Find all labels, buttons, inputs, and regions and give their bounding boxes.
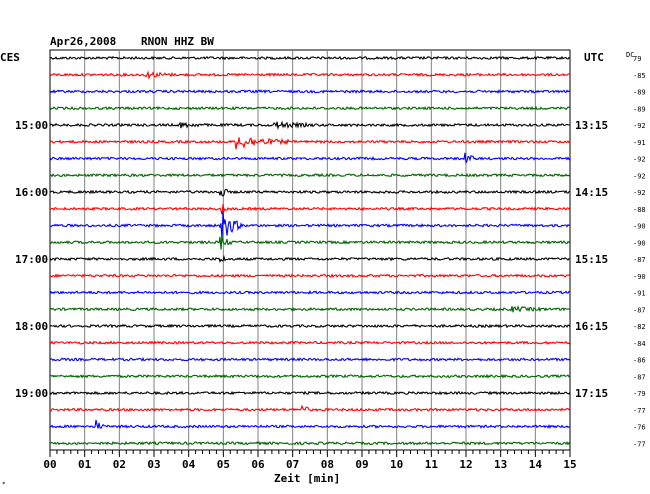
dc-offset-value: -92 <box>633 172 646 180</box>
corner-mark: * <box>2 481 6 488</box>
trace-row-3 <box>49 105 571 111</box>
trace-row-20 <box>49 390 571 396</box>
dc-offset-value: -82 <box>633 323 646 331</box>
dc-offset-value: -91 <box>633 290 646 298</box>
x-tick-label: 07 <box>286 458 299 471</box>
right-hour-label: 14:15 <box>575 186 608 199</box>
trace-lines <box>49 55 571 446</box>
x-tick-label: 10 <box>390 458 403 471</box>
dc-offset-value: 79 <box>633 55 641 63</box>
minute-grid <box>84 50 536 450</box>
x-axis: 00 01 02 03 04 05 06 07 08 09 10 11 12 13 14 15 <box>43 450 577 471</box>
trace-row-21 <box>49 404 571 413</box>
dc-offset-value: -85 <box>633 72 646 80</box>
trace-row-12 <box>49 254 571 263</box>
trace-row-5 <box>49 137 571 150</box>
left-hour-label: 19:00 <box>15 387 48 400</box>
trace-row-7 <box>49 173 571 178</box>
trace-row-6 <box>49 152 571 165</box>
dc-offset-value: -90 <box>633 223 646 231</box>
trace-row-19 <box>49 373 571 379</box>
x-tick-label: 06 <box>251 458 265 471</box>
trace-row-11 <box>49 236 571 250</box>
trace-row-22 <box>49 419 571 430</box>
x-tick-label: 01 <box>78 458 92 471</box>
dc-offset-value: -87 <box>633 256 646 264</box>
dc-offset-value: -90 <box>633 239 646 247</box>
dc-offset-value: -89 <box>633 89 646 97</box>
x-tick-label: 12 <box>459 458 472 471</box>
dc-offset-value: -77 <box>633 440 646 448</box>
dc-offset-value: -92 <box>633 156 646 164</box>
trace-row-15 <box>49 304 571 313</box>
station-label: RNON HHZ BW <box>141 35 214 48</box>
trace-row-2 <box>49 89 571 94</box>
dc-offset-value: -87 <box>633 373 646 381</box>
trace-row-0 <box>49 55 571 61</box>
x-axis-label: Zeit [min] <box>274 472 340 485</box>
left-hour-label: 17:00 <box>15 253 48 266</box>
dc-offset-value: -79 <box>633 390 646 398</box>
right-hour-label: 17:15 <box>575 387 608 400</box>
x-tick-label: 11 <box>425 458 439 471</box>
trace-row-14 <box>49 289 571 295</box>
trace-row-1 <box>49 70 570 81</box>
dc-offset-value: -88 <box>633 206 646 214</box>
left-timezone-label: CES <box>0 51 20 64</box>
dc-offset-value: -89 <box>633 105 646 113</box>
x-tick-label: 00 <box>43 458 56 471</box>
plot-frame <box>49 49 571 451</box>
trace-row-16 <box>49 323 571 329</box>
right-timezone-label: UTC <box>584 51 604 64</box>
dc-offset-value: -91 <box>633 139 646 147</box>
x-tick-label: 02 <box>113 458 126 471</box>
dc-offset-value: -86 <box>633 357 646 365</box>
trace-row-10 <box>49 211 570 241</box>
dc-offset-value: -92 <box>633 189 646 197</box>
x-tick-label: 05 <box>217 458 230 471</box>
x-tick-label: 14 <box>529 458 543 471</box>
dc-offset-value: -90 <box>633 273 646 281</box>
trace-row-18 <box>49 356 571 362</box>
x-tick-label: 03 <box>147 458 160 471</box>
trace-row-9 <box>49 204 571 215</box>
dc-label: DC <box>626 51 634 59</box>
right-hour-labels: 13:15 14:15 15:15 16:15 17:15 <box>575 119 608 400</box>
left-hour-label: 15:00 <box>15 119 48 132</box>
x-tick-label: 15 <box>563 458 576 471</box>
right-hour-label: 13:15 <box>575 119 608 132</box>
dc-offset-value: -84 <box>633 340 646 348</box>
left-hour-labels: 15:00 16:00 17:00 18:00 19:00 <box>15 119 48 400</box>
dc-offset-value: -92 <box>633 122 646 130</box>
x-tick-label: 09 <box>355 458 368 471</box>
date-label: Apr26,2008 <box>50 35 116 48</box>
x-tick-label: 13 <box>494 458 507 471</box>
trace-row-23 <box>49 440 571 446</box>
x-tick-label: 08 <box>321 458 334 471</box>
left-hour-label: 16:00 <box>15 186 48 199</box>
dc-offset-value: -76 <box>633 424 646 432</box>
trace-row-8 <box>49 188 571 197</box>
left-hour-label: 18:00 <box>15 320 48 333</box>
trace-row-4 <box>49 120 571 131</box>
right-hour-label: 16:15 <box>575 320 608 333</box>
dc-offset-value: -87 <box>633 306 646 314</box>
trace-row-17 <box>49 340 571 346</box>
x-tick-label: 04 <box>182 458 196 471</box>
trace-row-13 <box>49 273 571 279</box>
dc-offset-value: -77 <box>633 407 646 415</box>
dc-offset-labels: 79 -85 -89 -89 -92 -91 -92 -92 -92 -88 -90 -90 -87 -9… <box>633 55 646 448</box>
right-hour-label: 15:15 <box>575 253 608 266</box>
